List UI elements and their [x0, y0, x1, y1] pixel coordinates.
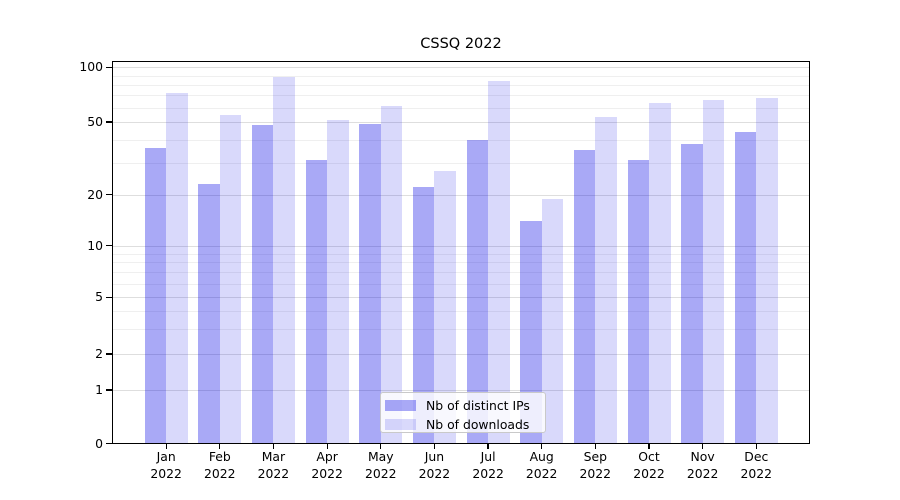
- x-tick: [219, 444, 221, 449]
- bar-nb-of-downloads-apr: [327, 120, 349, 444]
- x-tick: [702, 444, 704, 449]
- x-tick: [594, 444, 596, 449]
- bar-nb-of-distinct-ips-apr: [305, 159, 328, 444]
- bar-nb-of-downloads-jul: [488, 81, 510, 444]
- y-tick: [106, 245, 112, 247]
- bar-nb-of-downloads-dec: [756, 97, 778, 444]
- bar-nb-of-downloads-aug: [541, 198, 564, 444]
- bar-nb-of-distinct-ips-jan: [144, 148, 167, 444]
- x-tick-label: Nov 2022: [686, 449, 719, 481]
- gridline-minor: [113, 162, 809, 164]
- y-tick: [106, 66, 112, 68]
- gridline-minor: [113, 253, 809, 255]
- y-tick: [106, 442, 112, 445]
- x-tick: [326, 444, 328, 449]
- y-tick-label: 2: [95, 346, 103, 361]
- legend-label-downloads: Nb of downloads: [426, 417, 530, 432]
- bar-nb-of-distinct-ips-aug: [520, 220, 542, 444]
- bar-nb-of-distinct-ips-feb: [198, 183, 220, 444]
- x-tick: [487, 444, 489, 449]
- bar-nb-of-distinct-ips-jul: [466, 139, 489, 444]
- bar-nb-of-downloads-nov: [702, 100, 725, 444]
- gridline-minor: [113, 311, 809, 313]
- legend-swatch-distinct-ips: [385, 400, 416, 411]
- y-tick: [106, 353, 112, 355]
- bar-nb-of-distinct-ips-dec: [734, 132, 757, 444]
- y-tick-label: 50: [87, 114, 103, 129]
- x-tick-label: Sep 2022: [579, 449, 612, 481]
- bar-nb-of-downloads-mar: [273, 77, 295, 444]
- gridline-minor: [113, 84, 809, 86]
- gridline-minor: [113, 262, 809, 264]
- bar-nb-of-downloads-oct: [649, 102, 671, 444]
- y-tick-label: 100: [79, 59, 103, 75]
- bar-nb-of-distinct-ips-may: [359, 123, 381, 444]
- bar-nb-of-distinct-ips-jun: [412, 187, 435, 444]
- x-tick-label: Mar 2022: [257, 449, 290, 481]
- x-tick: [541, 444, 543, 449]
- x-tick: [165, 444, 167, 449]
- gridline-major: [113, 245, 809, 247]
- legend: Nb of distinct IPs Nb of downloads: [380, 392, 546, 433]
- gridline-major: [113, 67, 809, 69]
- gridline-major: [113, 122, 809, 123]
- y-tick: [106, 389, 112, 391]
- gridline-minor: [113, 139, 809, 141]
- bar-nb-of-downloads-jun: [434, 170, 456, 444]
- legend-item-distinct-ips: Nb of distinct IPs: [385, 397, 545, 414]
- legend-label-distinct-ips: Nb of distinct IPs: [426, 398, 530, 413]
- gridline-major: [113, 194, 809, 196]
- x-tick: [755, 444, 757, 449]
- y-tick-label: 1: [95, 382, 103, 397]
- x-tick: [272, 444, 275, 449]
- x-tick-label: Jun 2022: [418, 449, 451, 481]
- gridline-minor: [113, 75, 809, 77]
- x-tick: [433, 444, 436, 449]
- gridline-minor: [113, 283, 809, 285]
- bar-nb-of-downloads-may: [380, 106, 403, 444]
- bar-nb-of-distinct-ips-sep: [573, 150, 596, 444]
- y-tick: [106, 296, 112, 298]
- gridline-major: [113, 354, 809, 355]
- y-tick-label: 10: [87, 237, 103, 253]
- gridline-minor: [113, 95, 809, 97]
- bar-nb-of-distinct-ips-mar: [251, 125, 274, 444]
- x-tick-label: Dec 2022: [740, 449, 773, 481]
- x-tick-label: Oct 2022: [633, 449, 665, 481]
- gridline-major: [113, 390, 809, 391]
- x-tick-label: Apr 2022: [311, 449, 343, 481]
- x-tick-label: Jul 2022: [472, 449, 504, 481]
- x-tick: [380, 444, 382, 449]
- x-tick-label: Feb 2022: [204, 449, 236, 481]
- bar-nb-of-downloads-sep: [595, 117, 617, 444]
- chart-title: CSSQ 2022: [420, 36, 502, 52]
- x-tick-label: May 2022: [365, 449, 397, 481]
- gridline-major: [113, 297, 809, 299]
- legend-swatch-downloads: [385, 419, 416, 430]
- y-tick-label: 0: [95, 435, 103, 451]
- bar-nb-of-downloads-feb: [219, 114, 242, 444]
- y-tick: [106, 194, 112, 196]
- y-tick-label: 20: [87, 186, 103, 202]
- gridline-minor: [113, 328, 809, 330]
- gridline-minor: [113, 272, 809, 274]
- y-tick: [106, 121, 112, 123]
- bar-nb-of-distinct-ips-oct: [627, 159, 649, 444]
- x-tick: [648, 444, 650, 449]
- x-tick-label: Aug 2022: [525, 449, 558, 481]
- bar-nb-of-downloads-jan: [166, 93, 188, 444]
- y-tick-label: 5: [95, 289, 103, 305]
- x-tick-label: Jan 2022: [150, 449, 182, 481]
- legend-item-downloads: Nb of downloads: [385, 416, 545, 433]
- bar-nb-of-distinct-ips-nov: [681, 143, 703, 444]
- gridline-minor: [113, 107, 809, 109]
